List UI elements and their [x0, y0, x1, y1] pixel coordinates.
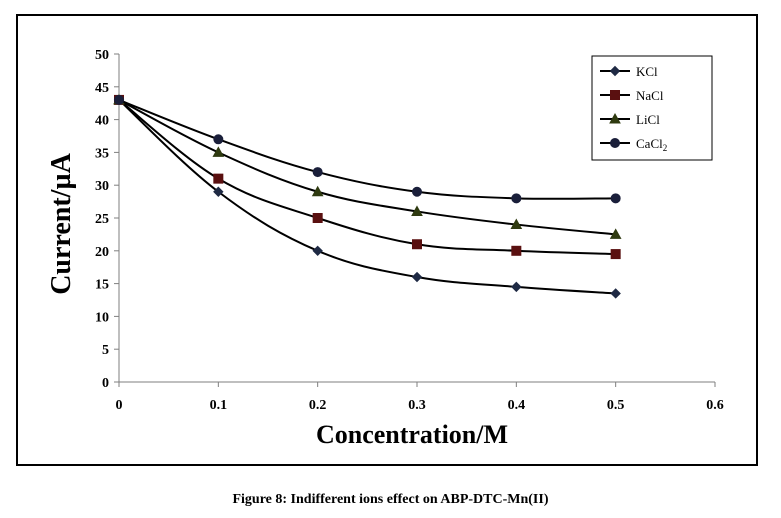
data-point: [511, 245, 522, 256]
y-tick-label: 25: [95, 212, 109, 227]
legend: KCl NaCl LiCl CaCl2: [591, 55, 713, 161]
data-point: [511, 193, 522, 204]
y-tick-label: 30: [95, 179, 109, 194]
y-tick-label: 45: [95, 81, 109, 96]
x-tick-label: 0.3: [408, 398, 426, 413]
x-tick-label: 0.2: [309, 398, 327, 413]
y-tick-label: 20: [95, 245, 109, 260]
legend-marker: [609, 112, 621, 124]
data-point: [312, 167, 323, 178]
data-point: [212, 146, 225, 157]
data-point: [312, 213, 323, 223]
data-point: [311, 185, 324, 197]
data-point: [412, 186, 422, 197]
y-tick-label: 50: [95, 48, 109, 63]
figure-caption: Figure 8: Indifferent ions effect on ABP…: [232, 492, 549, 507]
legend-label: KCl: [636, 64, 658, 79]
y-tick-label: 0: [102, 376, 109, 391]
y-tick-label: 40: [95, 114, 109, 129]
legend-marker: [610, 138, 620, 148]
x-tick-label: 0.1: [210, 398, 228, 413]
series-cacl: [114, 94, 621, 204]
legend-label: LiCl: [636, 112, 660, 127]
series-line: [118, 98, 616, 200]
x-tick-label: 0: [116, 398, 123, 413]
data-point: [610, 193, 621, 204]
y-tick-label: 15: [95, 278, 109, 293]
x-axis-title: Concentration/M: [316, 420, 508, 449]
y-tick-label: 5: [102, 343, 109, 358]
legend-marker: [610, 90, 620, 100]
axes-layer: 0 5 10 15 20 25 30 35 40 45 50 0 0.1 0.2 0.3 0.4 0.5 0.6: [95, 48, 724, 413]
data-point: [609, 228, 622, 239]
x-tick-label: 0.6: [706, 398, 724, 413]
y-tick-label: 35: [95, 146, 109, 161]
legend-label: CaCl2: [636, 136, 667, 153]
legend-item: LiCl: [600, 112, 660, 127]
legend-item: KCl: [600, 64, 658, 79]
x-tick-label: 0.5: [607, 398, 625, 413]
series-layer: [113, 93, 622, 299]
figure-frame: 0 5 10 15 20 25 30 35 40 45 50 0 0.1 0.2 0.3 0.4 0.5 0.6 …: [16, 14, 758, 466]
data-point: [312, 245, 323, 257]
data-point: [213, 134, 224, 145]
data-point: [411, 271, 423, 283]
legend-item: NaCl: [600, 88, 664, 103]
legend-label: NaCl: [636, 88, 664, 103]
legend-item: CaCl2: [600, 136, 667, 153]
data-point: [610, 249, 621, 260]
data-point: [510, 218, 523, 230]
data-point: [412, 239, 422, 250]
data-point: [213, 173, 224, 184]
data-point: [114, 94, 124, 105]
series-nacl: [114, 94, 621, 260]
series-line: [118, 99, 616, 236]
x-tick-label: 0.4: [508, 398, 526, 413]
legend-marker: [609, 65, 621, 77]
data-point: [610, 288, 621, 299]
y-tick-label: 10: [95, 310, 109, 325]
y-axis-title: Current/µA: [46, 152, 77, 294]
series-kcl: [113, 94, 621, 299]
series-line: [118, 99, 616, 256]
data-point: [511, 281, 522, 293]
data-point: [213, 186, 224, 197]
data-point: [411, 205, 423, 216]
